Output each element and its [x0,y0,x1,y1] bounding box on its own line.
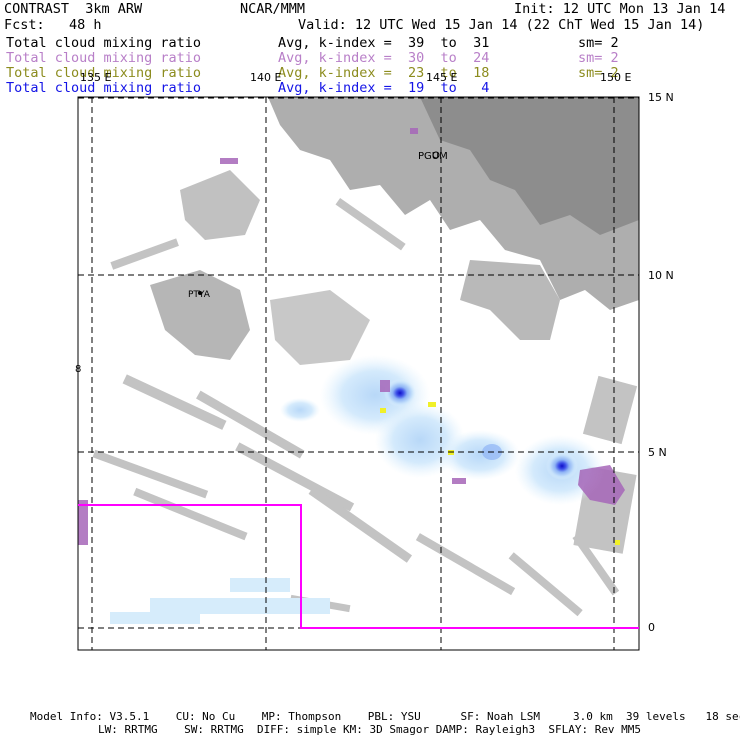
cloud-region-west [150,270,250,360]
forecast-hour: Fcst: 48 h [4,17,102,33]
lat-label-10n: 10 N [648,269,674,282]
legend-avg-2: Avg, k-index = 30 to 24 [278,50,490,66]
legend-sm-2: sm= 2 [578,50,619,66]
plot-title: CONTRAST 3km ARW [4,1,143,17]
valid-time: Valid: 12 UTC Wed 15 Jan 14 (22 ChT Wed … [298,17,705,33]
map-frame [77,96,640,651]
legend-field-2: Total cloud mixing ratio [6,50,202,66]
legend-field-1: Total cloud mixing ratio [6,35,202,51]
cloud-region-ne-band [460,260,560,340]
cloud-region-mid [270,290,370,365]
legend-avg-1: Avg, k-index = 39 to 31 [278,35,490,51]
convective-cell-1 [384,379,416,407]
west-edge-mark: 8 [75,364,81,375]
convective-cell-2 [546,452,578,480]
nested-domain-boundary [78,504,639,629]
station-ptya-marker [198,291,202,295]
model-info-line-1: Model Info: V3.5.1 CU: No Cu MP: Thompso… [30,710,740,723]
legend-sm-1: sm= 2 [578,35,619,51]
cloud-region-north-core [420,97,639,235]
cloud-region-mid-levels [78,128,625,545]
legend-sm-3: sm= 2 [578,65,619,81]
model-info-line-2: LW: RRTMG SW: RRTMG DIFF: simple KM: 3D … [98,723,642,736]
lon-label-140e: 140 E [250,71,282,84]
lon-label-135e: 135 E [80,71,112,84]
cloud-region-west-2 [180,170,260,240]
lat-label-5n: 5 N [648,446,667,459]
legend-field-3: Total cloud mixing ratio [6,65,202,81]
station-label-ptya: PTYA [188,290,210,300]
legend-avg-3: Avg, k-index = 23 to 18 [278,65,490,81]
init-time: Init: 12 UTC Mon 13 Jan 14 [514,1,726,17]
lon-label-145e: 145 E [426,71,458,84]
station-label-pgum: PGUM [418,151,448,162]
station-pgum-marker [432,151,440,159]
model-center: NCAR/MMM [240,1,306,17]
lat-label-equator: 0 [648,621,655,634]
legend-field-4: Total cloud mixing ratio [6,80,202,96]
graticule [78,97,639,650]
lat-label-15n: 15 N [648,91,674,104]
lon-label-150e: 150 E [600,71,632,84]
legend-avg-4: Avg, k-index = 19 to 4 [278,80,490,96]
cloud-field [78,97,639,624]
